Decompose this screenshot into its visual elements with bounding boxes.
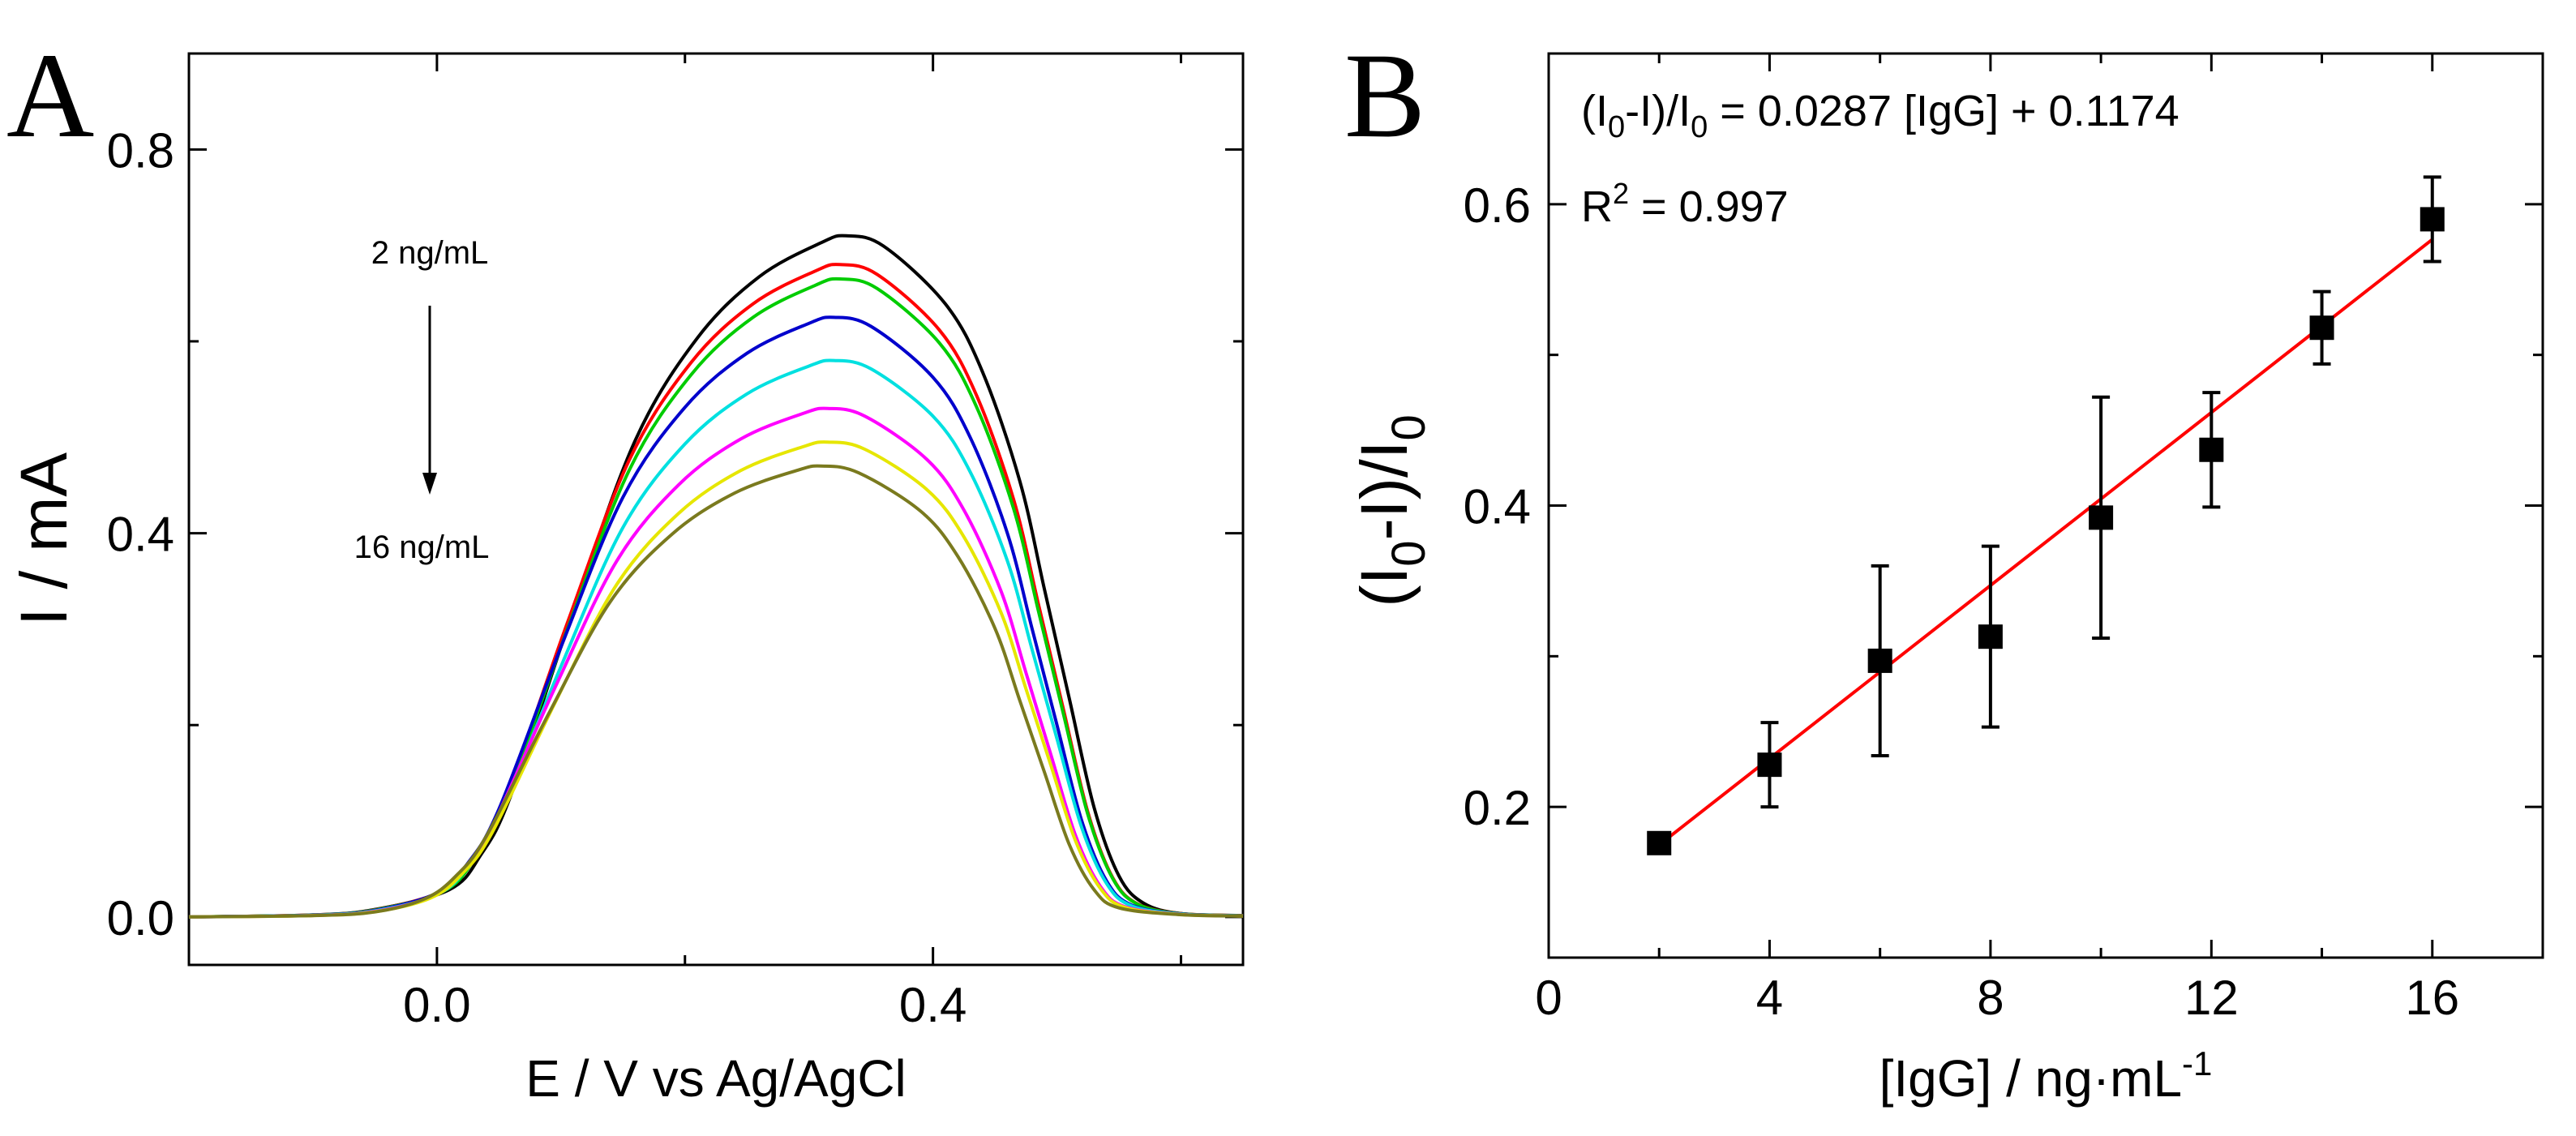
- y-tick-label: 0.6: [1464, 178, 1531, 233]
- annotation-bottom-label: 16 ng/mL: [354, 529, 490, 565]
- x-tick-label: 0.4: [899, 978, 967, 1032]
- panel-a-tick-labels: 0.0 0.4 0.0 0.4 0.8: [107, 123, 967, 1032]
- x-tick-label: 0.0: [403, 978, 470, 1032]
- panel-b-tick-labels: 0 4 8 12 16 0.2 0.4 0.6: [1464, 178, 2460, 1025]
- x-tick-label: 16: [2405, 971, 2459, 1025]
- x-tick-label: 0: [1535, 971, 1562, 1025]
- fit-equation-subscript: 0: [1691, 110, 1708, 144]
- panel-b-y-axis-title: (I0-I)/I0: [1348, 414, 1435, 607]
- panel-a-plot-frame: [187, 52, 1245, 967]
- panel-b-x-axis-title-sup: -1: [2182, 1044, 2212, 1082]
- panel-b-x-axis-title: [IgG] / ng·mL-1: [1879, 1044, 2213, 1108]
- dpv-curve: [188, 276, 1244, 919]
- r-squared: R2 = 0.997: [1581, 177, 1789, 231]
- data-point: [1757, 752, 1782, 778]
- y-tick-label: 0.4: [1464, 480, 1531, 534]
- data-point: [2089, 505, 2114, 530]
- panel-b-x-axis-title-main: [IgG] / ng·mL: [1879, 1049, 2182, 1108]
- panel-a-chart: 0.0 0.4 0.0 0.4 0.8 2 ng/mL 16 ng/mL E / V v…: [7, 52, 1245, 1108]
- x-tick-label: 12: [2184, 971, 2239, 1025]
- x-tick-label: 8: [1977, 971, 2004, 1025]
- dpv-curve: [188, 263, 1244, 919]
- y-tick-label: 0.2: [1464, 781, 1531, 835]
- panel-a-x-axis-title: E / V vs Ag/AgCl: [525, 1049, 907, 1108]
- y-tick-label: 0.4: [107, 508, 174, 562]
- r-squared-superscript: 2: [1613, 177, 1629, 210]
- fit-equation-subscript: 0: [1608, 110, 1625, 144]
- panel-b-chart: 0 4 8 12 160.20.40.6 (I0-I)/I0 = 0.0287 [IgG…: [1348, 52, 2544, 1108]
- dpv-curve: [188, 464, 1244, 919]
- panel-b-fit: [1657, 238, 2434, 847]
- panel-b-y-axis-title-subscript: 0: [1382, 540, 1435, 566]
- y-tick-label: 0.0: [107, 891, 174, 945]
- fit-equation-part: -I)/I: [1625, 87, 1691, 135]
- data-point: [1647, 830, 1672, 855]
- dpv-curve: [188, 440, 1244, 919]
- data-point: [2199, 437, 2224, 462]
- dpv-curve: [188, 234, 1244, 919]
- r-squared-part: = 0.997: [1629, 182, 1789, 231]
- fit-line: [1657, 238, 2434, 847]
- panel-b-points: [1647, 175, 2445, 855]
- fit-equation-part: (I: [1581, 87, 1608, 135]
- panel-b-y-axis-title-part: -I)/I: [1348, 440, 1421, 540]
- panel-a-label: A: [6, 28, 94, 163]
- data-point: [2420, 207, 2445, 232]
- r-squared-part: R: [1581, 182, 1613, 231]
- data-point: [2309, 315, 2334, 341]
- panel-a-y-axis-title: I / mA: [7, 452, 81, 626]
- data-point: [1978, 624, 2003, 649]
- panel-b-label: B: [1344, 28, 1425, 163]
- fit-equation-part: = 0.0287 [IgG] + 0.1174: [1708, 87, 2179, 135]
- x-tick-label: 4: [1756, 971, 1783, 1025]
- dpv-curve: [188, 358, 1244, 919]
- panel-a-curves: [188, 234, 1244, 919]
- y-tick-label: 0.8: [107, 123, 174, 178]
- fit-equation: (I0-I)/I0 = 0.0287 [IgG] + 0.1174: [1581, 87, 2180, 144]
- panel-b-y-axis-title-subscript: 0: [1382, 414, 1435, 440]
- data-point: [1867, 648, 1892, 673]
- panel-b-y-axis-title-part: (I: [1348, 567, 1421, 607]
- concentration-arrow-head: [422, 473, 437, 495]
- annotation-top-label: 2 ng/mL: [371, 235, 489, 271]
- dpv-curve: [188, 315, 1244, 919]
- panel-b-ticks: [1547, 54, 2543, 958]
